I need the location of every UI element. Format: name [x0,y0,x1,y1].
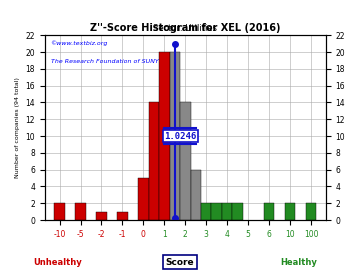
Y-axis label: Number of companies (94 total): Number of companies (94 total) [15,77,20,178]
Text: The Research Foundation of SUNY: The Research Foundation of SUNY [50,59,158,64]
Text: Unhealthy: Unhealthy [33,258,82,266]
Bar [180,103,190,220]
Text: Sector: Utilities: Sector: Utilities [153,24,217,33]
Bar [96,212,107,220]
Bar [170,52,180,220]
Bar [159,52,170,220]
Text: 1.0246: 1.0246 [164,131,196,141]
Bar [211,203,222,220]
Text: ©www.textbiz.org: ©www.textbiz.org [50,41,108,46]
Text: Score: Score [166,258,194,266]
Bar [201,203,211,220]
Bar [222,203,233,220]
Bar [285,203,295,220]
Text: Healthy: Healthy [280,258,317,266]
Bar [75,203,86,220]
Bar [138,178,149,220]
Bar [306,203,316,220]
Bar [264,203,274,220]
Bar [54,203,65,220]
Bar [233,203,243,220]
Title: Z''-Score Histogram for XEL (2016): Z''-Score Histogram for XEL (2016) [90,23,280,33]
Bar [190,170,201,220]
Bar [117,212,128,220]
Bar [149,103,159,220]
